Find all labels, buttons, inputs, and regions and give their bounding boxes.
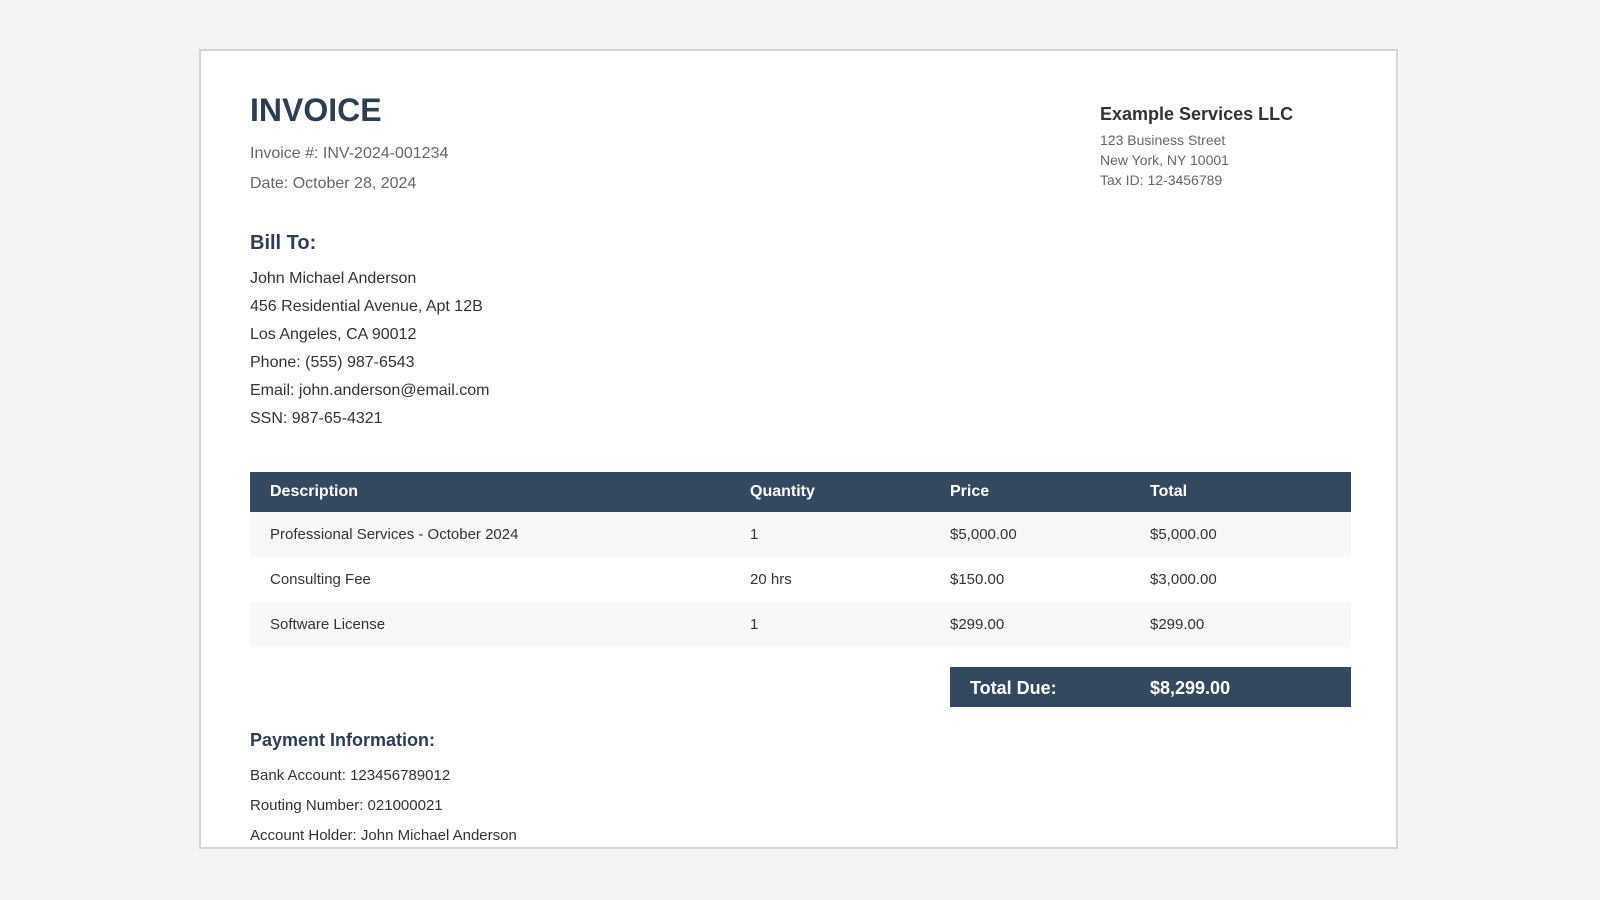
column-header-description: Description xyxy=(250,472,730,512)
payment-info-heading: Payment Information: xyxy=(250,730,436,750)
table-row: Software License 1 $299.00 $299.00 xyxy=(250,602,1351,647)
invoice-date: Date: October 28, 2024 xyxy=(250,175,417,192)
item-description: Software License xyxy=(250,602,730,647)
bill-to-city: Los Angeles, CA 90012 xyxy=(250,326,417,343)
item-price: $5,000.00 xyxy=(930,512,1130,557)
item-quantity: 20 hrs xyxy=(730,557,930,602)
total-due-value: $8,299.00 xyxy=(1150,678,1231,698)
bill-to-name: John Michael Anderson xyxy=(250,270,417,287)
company-tax-id: Tax ID: 12-3456789 xyxy=(1100,172,1223,188)
company-city: New York, NY 10001 xyxy=(1100,152,1229,168)
total-due-box: Total Due: $8,299.00 xyxy=(950,667,1351,707)
payment-routing-number: Routing Number: 021000021 xyxy=(250,797,443,814)
item-price: $299.00 xyxy=(930,602,1130,647)
company-street: 123 Business Street xyxy=(1100,132,1226,148)
payment-account-holder: Account Holder: John Michael Anderson xyxy=(250,827,517,844)
column-header-price: Price xyxy=(930,472,1130,512)
invoice-title: INVOICE xyxy=(250,92,382,128)
table-header-row: Description Quantity Price Total xyxy=(250,472,1351,512)
item-total: $3,000.00 xyxy=(1130,557,1351,602)
company-info: Example Services LLC 123 Business Street… xyxy=(1100,103,1351,190)
item-total: $299.00 xyxy=(1130,602,1351,647)
invoice-number: Invoice #: INV-2024-001234 xyxy=(250,145,449,162)
payment-bank-account: Bank Account: 123456789012 xyxy=(250,767,451,784)
column-header-total: Total xyxy=(1130,472,1351,512)
table-row: Consulting Fee 20 hrs $150.00 $3,000.00 xyxy=(250,557,1351,602)
line-items-table: Description Quantity Price Total Profess… xyxy=(250,472,1351,647)
company-name: Example Services LLC xyxy=(1100,104,1294,124)
invoice-page: INVOICE Invoice #: INV-2024-001234 Date:… xyxy=(199,49,1398,849)
item-price: $150.00 xyxy=(930,557,1130,602)
item-total: $5,000.00 xyxy=(1130,512,1351,557)
bill-to-ssn: SSN: 987-65-4321 xyxy=(250,410,383,427)
table-row: Professional Services - October 2024 1 $… xyxy=(250,512,1351,557)
item-description: Professional Services - October 2024 xyxy=(250,512,730,557)
bill-to-street: 456 Residential Avenue, Apt 12B xyxy=(250,298,483,315)
item-quantity: 1 xyxy=(730,602,930,647)
item-description: Consulting Fee xyxy=(250,557,730,602)
bill-to-phone: Phone: (555) 987-6543 xyxy=(250,354,415,371)
bill-to-heading: Bill To: xyxy=(250,232,317,254)
total-due-label: Total Due: xyxy=(970,678,1057,698)
bill-to-email: Email: john.anderson@email.com xyxy=(250,382,490,399)
item-quantity: 1 xyxy=(730,512,930,557)
column-header-quantity: Quantity xyxy=(730,472,930,512)
